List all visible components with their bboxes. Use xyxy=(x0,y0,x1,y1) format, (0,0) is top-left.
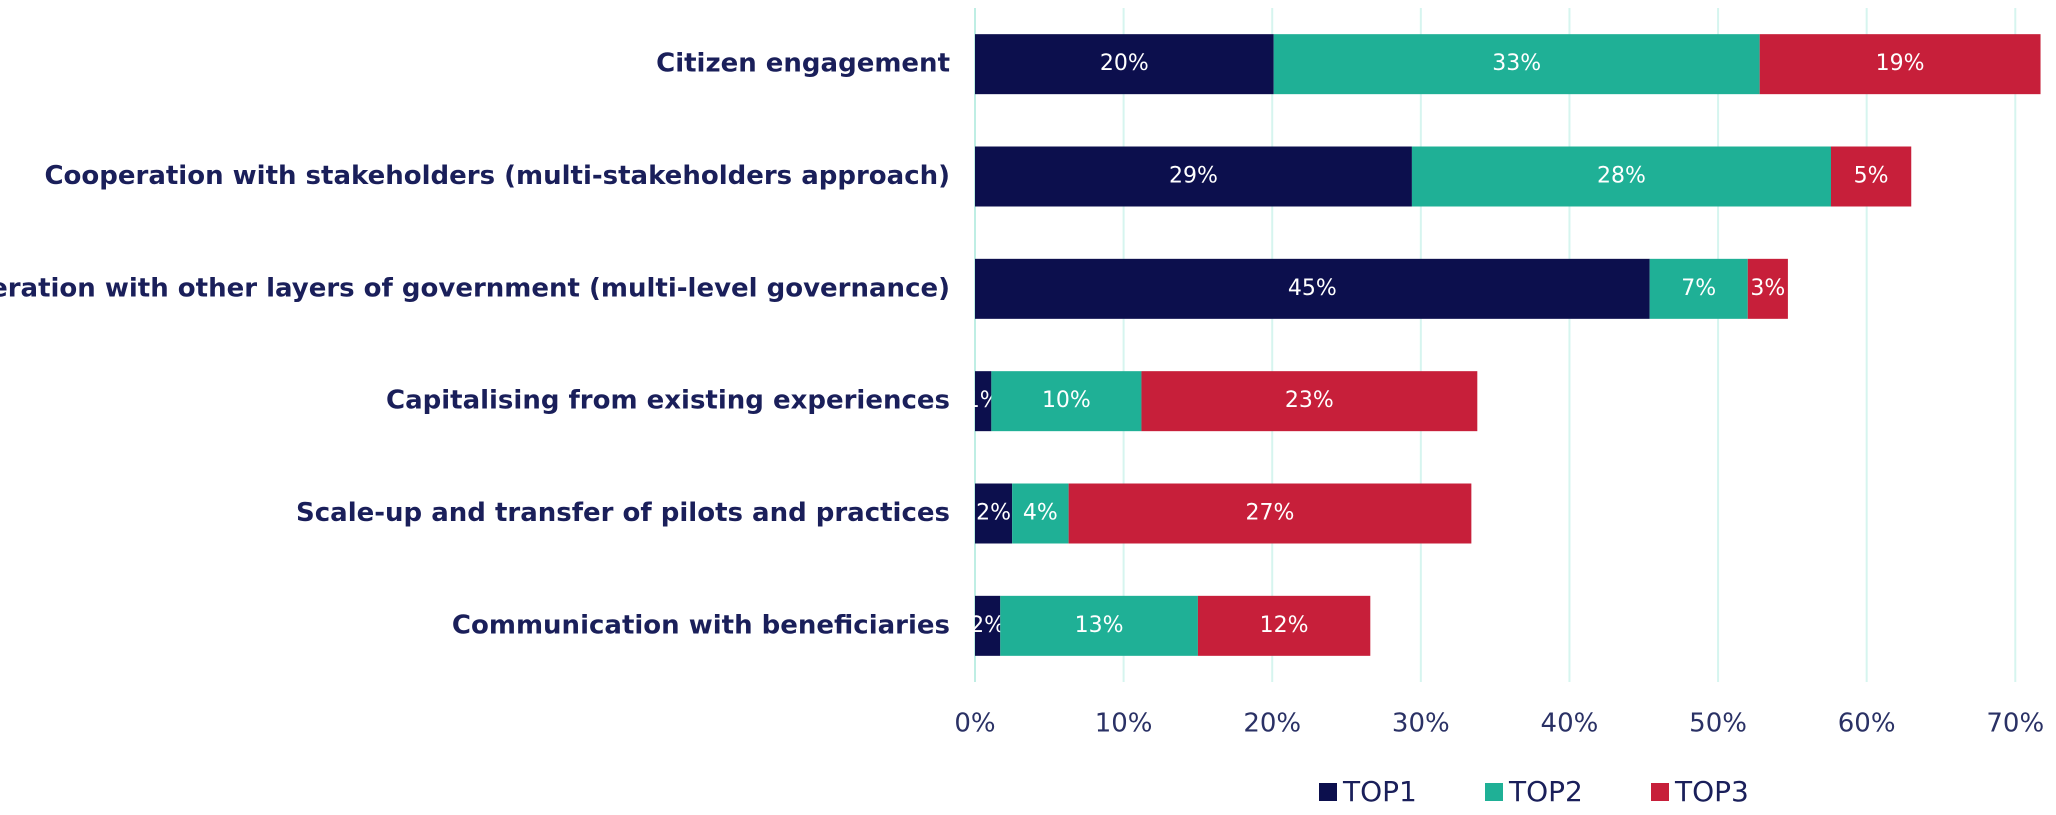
x-tick-label: 30% xyxy=(1392,709,1450,739)
value-label: 7% xyxy=(1681,276,1716,301)
category-label: Cooperation with other layers of governm… xyxy=(0,273,950,303)
value-label: 28% xyxy=(1597,164,1646,189)
bar-segment xyxy=(975,371,992,432)
value-label: 12% xyxy=(1260,613,1309,638)
value-label: 33% xyxy=(1492,51,1541,76)
bar-segment xyxy=(991,371,1142,432)
value-label: 2% xyxy=(976,501,1011,526)
bar-segment xyxy=(975,146,1412,207)
bar-segment xyxy=(1747,258,1788,319)
value-label: 23% xyxy=(1285,388,1334,413)
x-tick-label: 70% xyxy=(1986,709,2044,739)
value-label: 29% xyxy=(1169,164,1218,189)
bar-segment xyxy=(1649,258,1748,319)
bar-segment xyxy=(975,595,1001,656)
legend-swatch xyxy=(1485,783,1503,801)
bar-segment xyxy=(1831,146,1912,207)
bar-segment xyxy=(1068,483,1472,544)
bar-segment xyxy=(975,483,1013,544)
value-label: 27% xyxy=(1246,501,1295,526)
value-label: 19% xyxy=(1876,51,1925,76)
bar-segment xyxy=(1273,34,1760,95)
bar-segment xyxy=(1411,146,1831,207)
value-label: 4% xyxy=(1023,501,1058,526)
bar-segment xyxy=(1197,595,1371,656)
category-label: Capitalising from existing experiences xyxy=(386,386,950,416)
value-label: 10% xyxy=(1042,388,1091,413)
value-label: 3% xyxy=(1750,276,1785,301)
bar-segment xyxy=(975,258,1650,319)
category-label: Cooperation with stakeholders (multi-sta… xyxy=(44,161,950,191)
bar-segment xyxy=(1000,595,1198,656)
x-tick-label: 60% xyxy=(1838,709,1896,739)
x-tick-label: 40% xyxy=(1541,709,1599,739)
category-label: Communication with beneficiaries xyxy=(452,610,950,640)
x-tick-label: 50% xyxy=(1689,709,1747,739)
legend-label: TOP1 xyxy=(1342,775,1417,808)
category-label: Scale-up and transfer of pilots and prac… xyxy=(296,498,950,528)
x-tick-label: 20% xyxy=(1243,709,1301,739)
legend-label: TOP3 xyxy=(1674,775,1749,808)
value-label: 45% xyxy=(1288,276,1337,301)
category-label: Citizen engagement xyxy=(656,49,950,79)
bar-segment xyxy=(1759,34,2041,95)
bar-segment xyxy=(975,34,1274,95)
legend-swatch xyxy=(1651,783,1669,801)
x-tick-label: 10% xyxy=(1095,709,1153,739)
bar-segment xyxy=(1012,483,1069,544)
legend-swatch xyxy=(1319,783,1337,801)
legend-label: TOP2 xyxy=(1508,775,1583,808)
bar-segment xyxy=(1141,371,1478,432)
value-label: 5% xyxy=(1854,164,1889,189)
value-label: 20% xyxy=(1100,51,1149,76)
value-label: 2% xyxy=(970,613,1005,638)
x-tick-label: 0% xyxy=(954,709,995,739)
value-label: 13% xyxy=(1075,613,1124,638)
